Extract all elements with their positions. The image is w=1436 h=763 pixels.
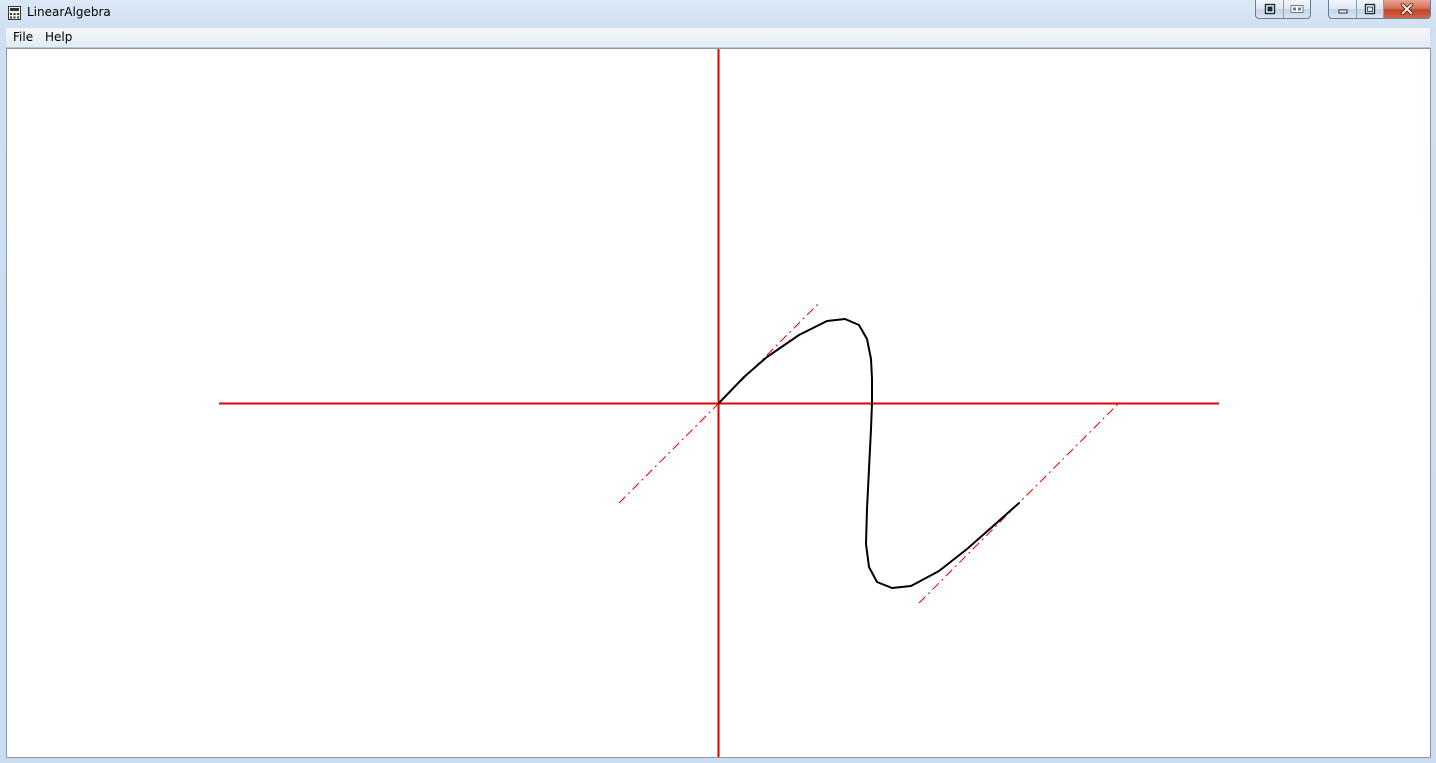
close-button[interactable] (1383, 0, 1430, 18)
extra-button-2[interactable] (1283, 0, 1310, 18)
maximize-icon (1364, 3, 1376, 15)
title-bar[interactable]: LinearAlgebra (0, 0, 1436, 27)
calculator-icon (8, 6, 21, 20)
minimize-button[interactable] (1329, 0, 1356, 18)
menu-bar: File Help (6, 28, 1430, 48)
menu-file[interactable]: File (13, 30, 34, 44)
extra-button-1[interactable] (1256, 0, 1283, 18)
extra-button-2-icon (1290, 5, 1304, 13)
plot-svg (219, 49, 1219, 757)
window-controls (1328, 0, 1431, 19)
s-curve (718, 318, 1020, 589)
menu-help[interactable]: Help (45, 30, 73, 44)
extra-controls (1255, 0, 1311, 19)
close-icon (1400, 3, 1414, 15)
minimize-icon (1338, 9, 1347, 14)
extra-button-1-icon (1264, 3, 1275, 15)
drawing-canvas[interactable] (6, 48, 1431, 758)
window-title: LinearAlgebra (27, 5, 111, 19)
maximize-button[interactable] (1356, 0, 1383, 18)
